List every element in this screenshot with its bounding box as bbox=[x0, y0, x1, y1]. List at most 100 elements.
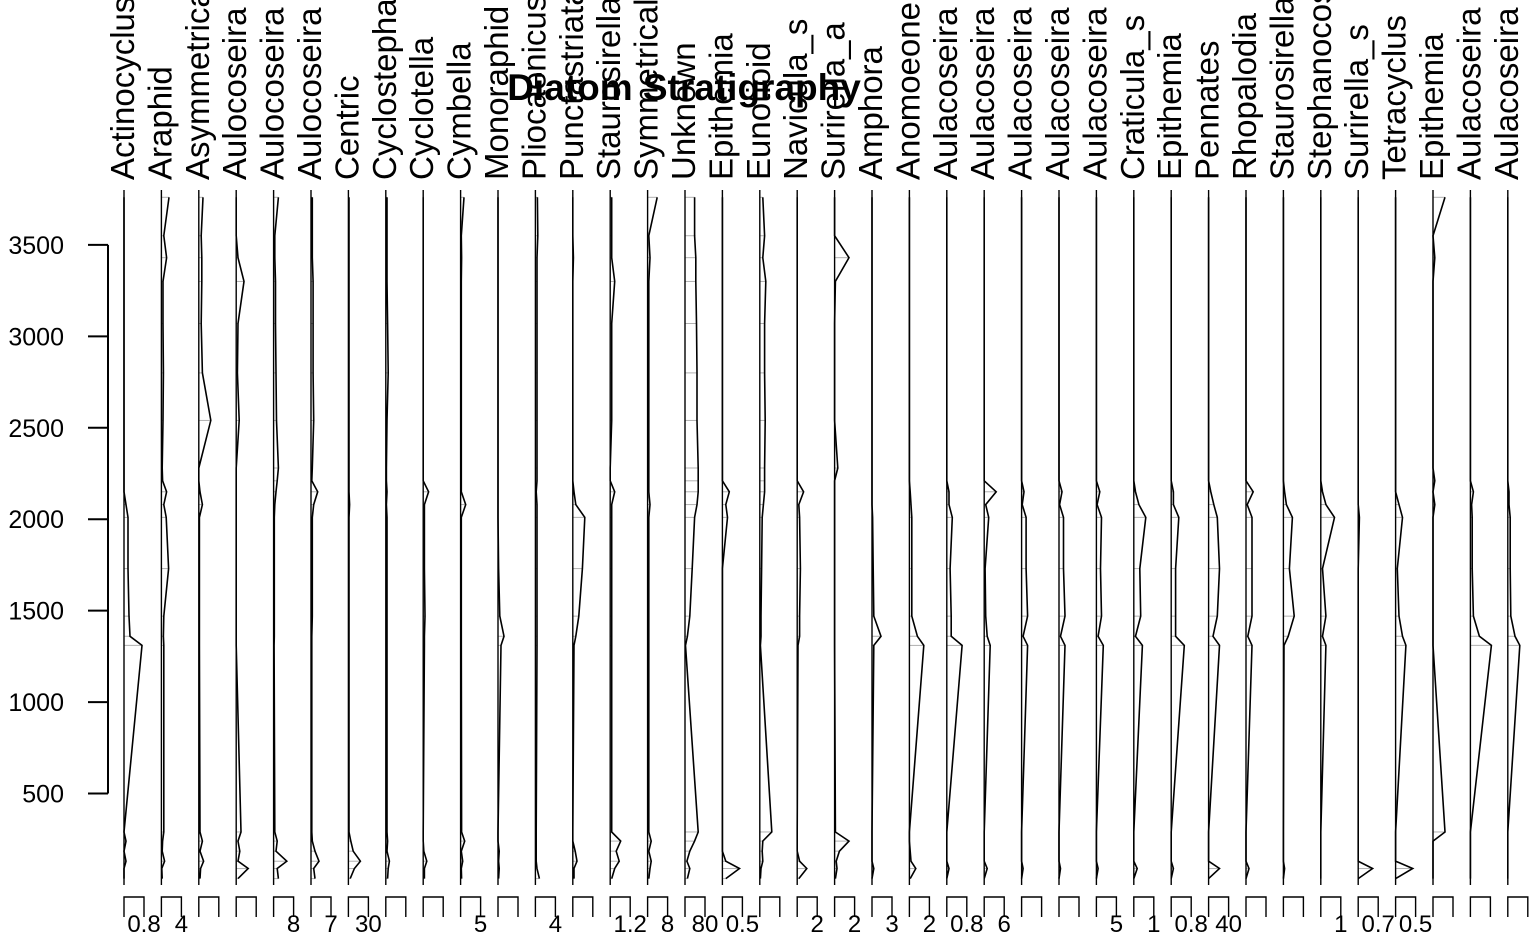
scale-label: 1 bbox=[1147, 911, 1160, 938]
taxon-label: Rhopalodia bbox=[1226, 12, 1263, 180]
taxon-label: Amphora bbox=[852, 45, 889, 180]
scale-bracket bbox=[160, 896, 183, 917]
scale-label: 5 bbox=[1110, 911, 1123, 938]
scale-bracket bbox=[235, 896, 257, 917]
taxon-panel: 4 Araphid bbox=[141, 66, 188, 938]
taxon-panel: Rhopalodia bbox=[1226, 12, 1267, 917]
taxon-label: Asymmetrical bbox=[179, 0, 216, 180]
scale-bracket bbox=[908, 896, 931, 917]
scale-bracket bbox=[721, 896, 744, 917]
scale-bracket bbox=[983, 896, 1005, 917]
scale-bracket bbox=[1469, 896, 1492, 917]
taxon-label: Unknown bbox=[665, 42, 702, 180]
taxon-profile-line bbox=[385, 197, 391, 879]
taxon-label: Aulocoseira bbox=[254, 7, 291, 180]
taxon-profile-line bbox=[1507, 197, 1521, 879]
taxon-profile-line bbox=[1282, 197, 1296, 879]
taxon-profile-line bbox=[908, 197, 925, 879]
scale-label: 80 bbox=[692, 911, 719, 938]
taxon-profile-line bbox=[1469, 197, 1493, 879]
scale-bracket bbox=[422, 896, 444, 917]
taxon-label: Epithemia bbox=[1151, 33, 1188, 180]
scale-bracket bbox=[459, 896, 482, 917]
taxon-label: Monoraphid bbox=[478, 6, 515, 180]
taxon-panel: 6 Aulacoseira bbox=[964, 7, 1011, 938]
scale-bracket bbox=[347, 896, 370, 917]
depth-tick-label: 1000 bbox=[8, 689, 64, 717]
taxon-panel: 30 Centric bbox=[328, 75, 381, 938]
taxon-label: Staurosirella bbox=[1263, 0, 1300, 180]
scale-label: 5 bbox=[474, 911, 487, 938]
taxon-label: Cyclotella bbox=[403, 36, 440, 180]
scale-bracket bbox=[1432, 896, 1454, 917]
scale-label: 8 bbox=[287, 911, 300, 938]
scale-bracket bbox=[1095, 896, 1118, 917]
taxon-label: Staurosirella bbox=[590, 0, 627, 180]
taxon-panel: 5 Aulacoseira bbox=[1076, 7, 1123, 938]
scale-label: 1.2 bbox=[614, 911, 647, 938]
scale-bracket bbox=[1020, 896, 1043, 917]
taxon-profile-line bbox=[123, 197, 143, 879]
taxon-profile-line bbox=[796, 197, 808, 880]
depth-tick-label: 2000 bbox=[8, 506, 64, 534]
scale-bracket bbox=[796, 896, 818, 917]
scale-bracket bbox=[1245, 896, 1267, 917]
taxon-label: Cymbella bbox=[441, 42, 478, 180]
scale-bracket bbox=[1058, 896, 1080, 917]
taxon-label: Aulacoseira bbox=[1002, 7, 1039, 180]
taxon-label: Aulacoseira bbox=[927, 7, 964, 180]
depth-tick-label: 2500 bbox=[8, 415, 64, 443]
taxon-panel: 4 Pliocaenicus bbox=[515, 0, 562, 938]
taxon-label: Pennates bbox=[1189, 41, 1226, 180]
taxon-profile-line bbox=[945, 197, 963, 879]
taxon-panel: 40 Pennates bbox=[1189, 41, 1242, 938]
taxon-profile-line bbox=[160, 197, 170, 879]
taxon-profile-line bbox=[684, 197, 700, 879]
taxon-panel: Cyclostephanos bbox=[366, 0, 407, 917]
taxon-profile-line bbox=[198, 197, 212, 879]
taxon-panel: 0.8 Actinocyclus bbox=[104, 0, 161, 938]
taxon-panel: 0.8 Aulacoseira bbox=[927, 7, 984, 938]
taxon-profile-line bbox=[1394, 197, 1415, 880]
taxon-label: Aulacoseira bbox=[1039, 7, 1076, 180]
taxon-panel: 7 Aulocoseira bbox=[291, 7, 338, 938]
taxon-label: Aulacoseira bbox=[1488, 7, 1525, 180]
taxon-panel: Epithemia bbox=[1413, 33, 1454, 917]
taxon-label: Araphid bbox=[141, 66, 178, 180]
scale-bracket bbox=[272, 896, 295, 917]
scale-label: 0.8 bbox=[127, 911, 160, 938]
scale-bracket bbox=[871, 896, 893, 917]
taxon-profile-line bbox=[647, 197, 658, 879]
scale-bracket bbox=[534, 896, 557, 917]
taxon-panel: Aulacoseira bbox=[1039, 7, 1080, 917]
taxon-profile-line bbox=[1020, 197, 1029, 879]
taxon-profile-line bbox=[721, 197, 741, 880]
taxon-profile-line bbox=[348, 197, 362, 879]
taxon-profile-line bbox=[535, 197, 541, 879]
scale-bracket bbox=[684, 896, 706, 917]
taxon-panel: 1.2 Staurosirella bbox=[590, 0, 647, 938]
taxon-profile-line bbox=[1133, 197, 1147, 879]
taxon-label: Pliocaenicus bbox=[515, 0, 552, 180]
taxon-label: Navicula_s bbox=[777, 19, 814, 180]
taxon-panel: Aulacoseira bbox=[1450, 7, 1493, 917]
taxon-profile-line bbox=[1207, 197, 1221, 880]
scale-bracket bbox=[1282, 896, 1305, 917]
scale-label: 0.5 bbox=[726, 911, 759, 938]
taxon-label: Aulacoseira bbox=[964, 7, 1001, 180]
taxon-profile-line bbox=[1357, 197, 1375, 880]
chart-title: Diatom Stratigraphy bbox=[507, 67, 861, 108]
taxon-panel: Cyclotella bbox=[403, 36, 444, 917]
taxon-label: Epithemia bbox=[702, 33, 739, 180]
scale-label: 1 bbox=[1334, 911, 1347, 938]
scale-label: 4 bbox=[175, 911, 188, 938]
taxon-profile-line bbox=[460, 197, 467, 879]
taxon-profile-line bbox=[310, 197, 320, 879]
taxon-label: Aulocoseira bbox=[291, 7, 328, 180]
taxon-profile-line bbox=[1320, 197, 1336, 879]
scale-bracket bbox=[609, 896, 631, 917]
taxon-label: Craticula_s bbox=[1114, 15, 1151, 180]
scale-bracket bbox=[1320, 896, 1342, 917]
